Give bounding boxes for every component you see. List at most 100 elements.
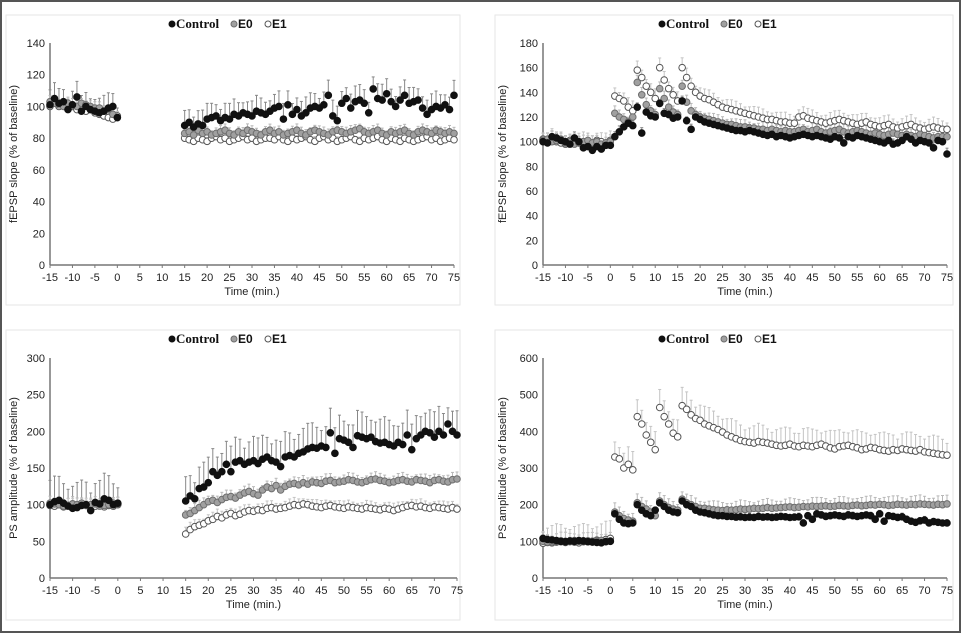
x-tick-label: 60 [874,272,886,284]
data-point [403,431,412,439]
x-axis-label: Time (min.) [224,286,279,298]
x-tick-label: 50 [336,272,348,284]
data-point [633,78,642,87]
data-point [199,483,208,491]
x-axis-label: Time (min.) [226,599,281,611]
chart-panel-2: 0 20 40 60 80 100 120 140 160 180 -15 -10 -5 0 5 10 15 20… [494,14,954,306]
data-point [660,94,669,103]
data-point [46,101,54,109]
y-tick-label: 500 [520,390,538,402]
data-point [687,125,695,134]
data-point [86,506,95,515]
data-point [628,466,637,474]
y-axis-label: fEPSP slope (% of baseline) [8,85,20,223]
x-tick-label: 10 [649,585,661,597]
data-point [185,118,193,127]
y-tick-label: 180 [520,38,538,50]
x-tick-label: 40 [291,272,303,284]
data-point [439,431,448,439]
panel-frame [5,329,461,621]
data-point [637,420,646,428]
data-point [453,475,461,483]
data-point [450,135,458,144]
data-point [633,412,642,421]
x-tick-label: 60 [874,585,886,597]
data-point [77,107,86,115]
data-point [272,458,280,466]
legend-marker-e0 [720,335,728,343]
data-point [628,113,637,121]
data-point [227,467,235,476]
data-point [660,412,669,421]
legend-marker-e0 [230,335,238,343]
data-point [633,500,642,509]
data-point [329,112,337,120]
x-tick-label: 25 [716,585,728,597]
data-point [288,110,297,119]
data-point [651,445,660,454]
x-tick-label: -10 [557,272,573,284]
x-tick-label: 50 [829,272,841,284]
data-point [64,105,72,114]
data-point [204,478,213,487]
data-point [615,455,624,463]
data-point [655,84,664,93]
data-point [364,108,373,117]
data-point [669,91,677,99]
y-tick-label: 160 [520,63,538,75]
series-control [46,85,458,131]
x-tick-label: 35 [270,585,282,597]
x-tick-label: 50 [829,585,841,597]
data-point [104,496,113,505]
data-point [337,99,346,108]
legend-label: E0 [728,332,743,346]
data-point [272,481,280,490]
legend-label: E0 [728,17,743,31]
x-tick-label: 15 [179,272,191,284]
data-point [68,101,77,109]
data-point [611,132,619,141]
data-point [871,515,879,524]
data-point [113,113,122,122]
legend-marker-control [168,335,176,343]
data-point [254,459,262,468]
x-tick-label: 55 [358,272,370,284]
data-point [450,91,458,100]
data-point [633,103,642,111]
legend: Control E0 E1 [658,16,777,31]
x-tick-label: 40 [784,585,796,597]
x-tick-label: 40 [784,272,796,284]
data-point [276,462,285,471]
data-point [189,131,198,139]
x-tick-label: 65 [403,272,415,284]
data-point [642,431,651,439]
x-tick-label: 75 [941,585,953,597]
data-point [880,517,888,525]
data-point [943,125,951,134]
chart-panel-3: 0 50 100 150 200 250 300 -15 -10 -5 0 5 10 15 20 25 30 35… [5,329,463,621]
y-tick-label: 60 [526,186,538,198]
data-point [835,134,844,142]
data-point [212,112,220,120]
data-point [324,91,333,100]
y-tick-label: 40 [526,211,538,223]
data-point [687,82,695,90]
data-point [320,101,328,109]
data-point [284,101,292,109]
data-point [633,66,642,74]
data-point [682,116,691,125]
data-point [382,89,391,98]
y-tick-label: 120 [520,112,538,124]
x-tick-label: 30 [739,272,751,284]
x-tick-label: -5 [90,272,100,284]
x-tick-label: 35 [268,272,280,284]
x-tick-label: 0 [114,272,120,284]
data-point [407,445,416,454]
data-point [790,119,799,127]
y-tick-label: 100 [520,137,538,149]
x-tick-label: -15 [535,272,551,284]
x-tick-label: 55 [360,585,372,597]
x-tick-label: -15 [42,585,58,597]
